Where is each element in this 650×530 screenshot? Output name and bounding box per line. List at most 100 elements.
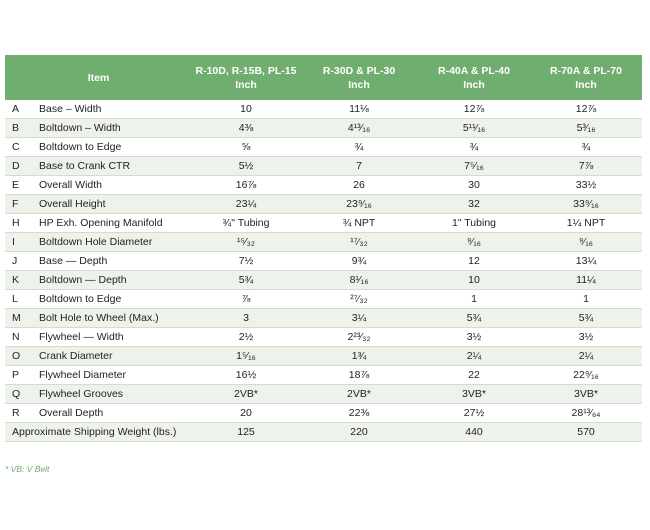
- cell-value: 1" Tubing: [418, 213, 530, 233]
- table-row: M Bolt Hole to Wheel (Max.) 3 3¼ 5¾ 5¾: [5, 308, 642, 328]
- cell-value: 33⁹⁄₁₆: [530, 194, 642, 214]
- cell-value: 12⅞: [418, 100, 530, 119]
- table-row: Q Flywheel Grooves 2VB* 2VB* 3VB* 3VB*: [5, 384, 642, 404]
- table-row: P Flywheel Diameter 16½ 18⅞ 22 22⁹⁄₁₆: [5, 365, 642, 385]
- cell-value: 5¾: [192, 270, 300, 290]
- cell-value: 26: [300, 175, 418, 195]
- cell-value: ⅞: [192, 289, 300, 309]
- row-item: HP Exh. Opening Manifold: [35, 213, 192, 233]
- cell-value: ⅝: [192, 137, 300, 157]
- cell-value: 3VB*: [418, 384, 530, 404]
- cell-value: 4⅜: [192, 118, 300, 138]
- cell-value: 11¼: [530, 270, 642, 290]
- total-row: Approximate Shipping Weight (lbs.) 125 220…: [5, 422, 642, 442]
- cell-value: ¹⁵⁄₃₂: [192, 232, 300, 252]
- header-column: R-30D & PL-30 Inch: [300, 55, 418, 100]
- row-item: Base to Crank CTR: [35, 156, 192, 176]
- spec-table: Item R-10D, R-15B, PL-15 Inch R-30D & PL-3…: [5, 55, 642, 442]
- row-item: Boltdown to Edge: [35, 137, 192, 157]
- header-unit: Inch: [575, 78, 597, 91]
- cell-value: 10: [418, 270, 530, 290]
- row-letter: R: [5, 403, 35, 423]
- cell-value: 32: [418, 194, 530, 214]
- header-unit: Inch: [463, 78, 485, 91]
- row-letter: J: [5, 251, 35, 271]
- cell-value: 33½: [530, 175, 642, 195]
- row-item: Overall Height: [35, 194, 192, 214]
- row-letter: A: [5, 100, 35, 119]
- cell-value: 2½: [192, 327, 300, 347]
- table-body: A Base – Width 10 11⅛ 12⅞ 12⅞ B Boltdown – Widt…: [5, 100, 642, 442]
- cell-value: ¹⁷⁄₃₂: [300, 232, 418, 252]
- row-item: Boltdown — Depth: [35, 270, 192, 290]
- cell-value: 1: [418, 289, 530, 309]
- cell-value: 13¼: [530, 251, 642, 271]
- header-column: R-40A & PL-40 Inch: [418, 55, 530, 100]
- row-letter: C: [5, 137, 35, 157]
- cell-value: 3VB*: [530, 384, 642, 404]
- header-models: R-70A & PL-70: [550, 64, 622, 77]
- cell-value: 12: [418, 251, 530, 271]
- table-row: B Boltdown – Width 4⅜ 4¹³⁄₁₆ 5¹¹⁄₁₆ 5³⁄₁₆: [5, 118, 642, 138]
- table-row: N Flywheel — Width 2½ 2²³⁄₃₂ 3½ 3½: [5, 327, 642, 347]
- row-item: Bolt Hole to Wheel (Max.): [35, 308, 192, 328]
- row-item: Boltdown to Edge: [35, 289, 192, 309]
- total-value: 570: [530, 422, 642, 442]
- row-item: Boltdown Hole Diameter: [35, 232, 192, 252]
- header-models: R-30D & PL-30: [322, 64, 396, 77]
- cell-value: ¾" Tubing: [192, 213, 300, 233]
- cell-value: 30: [418, 175, 530, 195]
- cell-value: 23¼: [192, 194, 300, 214]
- cell-value: 3½: [530, 327, 642, 347]
- cell-value: 1: [530, 289, 642, 309]
- cell-value: 8¹⁄₁₆: [300, 270, 418, 290]
- cell-value: 7: [300, 156, 418, 176]
- cell-value: ¾: [300, 137, 418, 157]
- row-letter: Q: [5, 384, 35, 404]
- cell-value: ⁹⁄₁₆: [418, 232, 530, 252]
- row-letter: O: [5, 346, 35, 366]
- row-letter: M: [5, 308, 35, 328]
- table-row: R Overall Depth 20 22⅜ 27½ 28¹³⁄₆₄: [5, 403, 642, 423]
- cell-value: 1⁵⁄₁₆: [192, 346, 300, 366]
- cell-value: 3¼: [300, 308, 418, 328]
- table-row: J Base — Depth 7½ 9¾ 12 13¼: [5, 251, 642, 271]
- table-row: L Boltdown to Edge ⅞ ²⁷⁄₃₂ 1 1: [5, 289, 642, 309]
- cell-value: 3: [192, 308, 300, 328]
- table-row: H HP Exh. Opening Manifold ¾" Tubing ¾ NPT 1…: [5, 213, 642, 233]
- cell-value: ¾: [418, 137, 530, 157]
- header-row: Item R-10D, R-15B, PL-15 Inch R-30D & PL-3…: [5, 55, 642, 100]
- table-row: C Boltdown to Edge ⅝ ¾ ¾ ¾: [5, 137, 642, 157]
- total-value: 220: [300, 422, 418, 442]
- cell-value: 10: [192, 100, 300, 119]
- header-unit: Inch: [348, 78, 370, 91]
- table-row: I Boltdown Hole Diameter ¹⁵⁄₃₂ ¹⁷⁄₃₂ ⁹⁄₁₆ ⁹⁄₁…: [5, 232, 642, 252]
- row-item: Flywheel — Width: [35, 327, 192, 347]
- row-letter: H: [5, 213, 35, 233]
- row-letter: I: [5, 232, 35, 252]
- cell-value: 1¼ NPT: [530, 213, 642, 233]
- total-value: 125: [192, 422, 300, 442]
- cell-value: 9¾: [300, 251, 418, 271]
- table-row: K Boltdown — Depth 5¾ 8¹⁄₁₆ 10 11¼: [5, 270, 642, 290]
- cell-value: ¾ NPT: [300, 213, 418, 233]
- cell-value: 28¹³⁄₆₄: [530, 403, 642, 423]
- row-letter: P: [5, 365, 35, 385]
- table-wrap: Item R-10D, R-15B, PL-15 Inch R-30D & PL-3…: [5, 55, 642, 442]
- footnote: * VB: V Belt: [5, 464, 50, 474]
- cell-value: 11⅛: [300, 100, 418, 119]
- row-item: Boltdown – Width: [35, 118, 192, 138]
- cell-value: ²⁷⁄₃₂: [300, 289, 418, 309]
- cell-value: 2VB*: [192, 384, 300, 404]
- row-item: Base – Width: [35, 100, 192, 119]
- row-item: Base — Depth: [35, 251, 192, 271]
- cell-value: 12⅞: [530, 100, 642, 119]
- cell-value: 27½: [418, 403, 530, 423]
- table-row: F Overall Height 23¼ 23⁹⁄₁₆ 32 33⁹⁄₁₆: [5, 194, 642, 214]
- header-models: R-40A & PL-40: [438, 64, 510, 77]
- cell-value: 7⅞: [530, 156, 642, 176]
- row-item: Flywheel Grooves: [35, 384, 192, 404]
- row-letter: N: [5, 327, 35, 347]
- cell-value: 2¼: [418, 346, 530, 366]
